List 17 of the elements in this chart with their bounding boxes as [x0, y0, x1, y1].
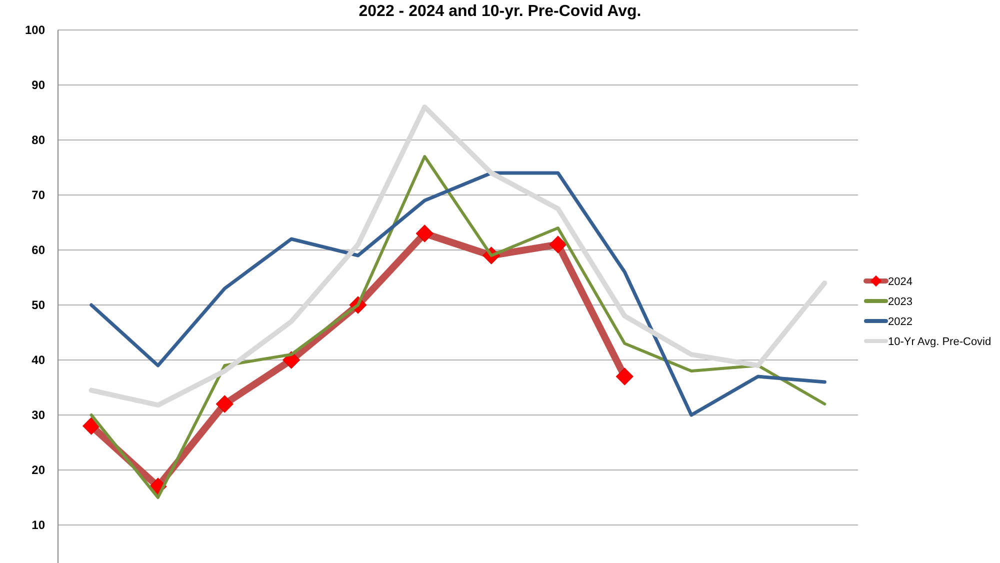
- y-tick-label: 100: [24, 23, 46, 38]
- y-tick-label: 50: [32, 298, 46, 312]
- y-tick-label: 40: [32, 353, 46, 368]
- legend-label: 10-Yr Avg. Pre-Covid: [888, 336, 992, 348]
- y-tick-label: 90: [32, 78, 46, 92]
- legend-label: 2023: [888, 296, 912, 308]
- y-tick-label: 70: [32, 188, 46, 202]
- y-tick-label: 10: [32, 518, 46, 532]
- line-series: [90, 155, 826, 499]
- y-tick-label: 20: [32, 463, 46, 478]
- chart-title: 2022 - 2024 and 10-yr. Pre-Covid Avg.: [358, 3, 642, 20]
- legend-label: 2024: [888, 276, 912, 288]
- legend-label: 2022: [888, 316, 912, 328]
- y-tick-label: 30: [32, 408, 46, 422]
- y-tick-label: 80: [32, 133, 46, 148]
- y-tick-label: 60: [32, 243, 46, 258]
- line-series: [90, 171, 826, 417]
